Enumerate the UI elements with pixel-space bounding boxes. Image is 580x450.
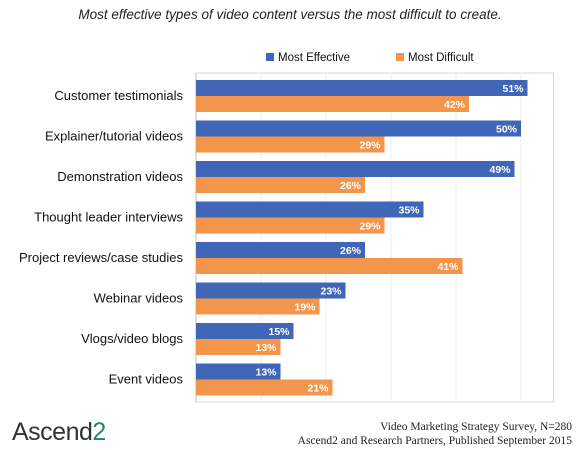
value-label: 29% [359, 221, 381, 233]
bar [196, 282, 346, 299]
legend-label-0: Most Effective [278, 52, 350, 64]
bar [196, 120, 521, 137]
bar [196, 242, 365, 258]
category-label: Customer testimonials [54, 88, 183, 103]
bar [196, 177, 365, 193]
category-label: Explainer/tutorial videos [45, 129, 184, 144]
bar [196, 161, 515, 177]
bar [196, 136, 385, 153]
value-label: 21% [307, 383, 329, 395]
value-label: 26% [340, 245, 362, 257]
legend-swatch-0 [266, 53, 274, 61]
source-line-1: Video Marketing Strategy Survey, N=280 [380, 421, 572, 433]
bar [196, 363, 281, 380]
value-label: 13% [255, 342, 277, 354]
bar [196, 201, 424, 218]
logo-accent: 2 [92, 418, 106, 446]
value-label: 26% [340, 180, 362, 192]
category-label: Thought leader interviews [34, 210, 183, 225]
value-label: 23% [320, 286, 342, 298]
value-label: 41% [437, 261, 459, 273]
legend-swatch-1 [396, 53, 404, 61]
value-label: 13% [255, 367, 277, 379]
category-label: Event videos [109, 372, 184, 387]
source-line-2: Ascend2 and Research Partners, Published… [297, 435, 572, 447]
bar [196, 323, 294, 339]
bar [196, 217, 385, 234]
bar [196, 258, 463, 274]
value-label: 50% [496, 124, 518, 136]
bar [196, 96, 469, 112]
bar [196, 379, 333, 396]
value-label: 19% [294, 302, 316, 314]
legend-label-1: Most Difficult [408, 52, 474, 64]
bar [196, 298, 320, 315]
bar [196, 339, 281, 355]
value-label: 51% [502, 83, 524, 95]
category-label: Demonstration videos [57, 169, 183, 184]
value-label: 42% [444, 99, 466, 111]
category-label: Vlogs/video blogs [81, 331, 183, 346]
logo-text: Ascend [12, 418, 93, 446]
ascend2-logo: Ascend2 [12, 418, 106, 447]
source-note: Video Marketing Strategy Survey, N=280 A… [298, 420, 572, 448]
value-label: 49% [489, 164, 511, 176]
value-label: 35% [398, 205, 420, 217]
category-label: Webinar videos [94, 291, 184, 306]
value-label: 15% [268, 326, 290, 338]
category-label: Project reviews/case studies [19, 250, 184, 265]
bar [196, 80, 528, 96]
value-label: 29% [359, 140, 381, 152]
chart-title: Most effective types of video content ve… [78, 7, 502, 22]
